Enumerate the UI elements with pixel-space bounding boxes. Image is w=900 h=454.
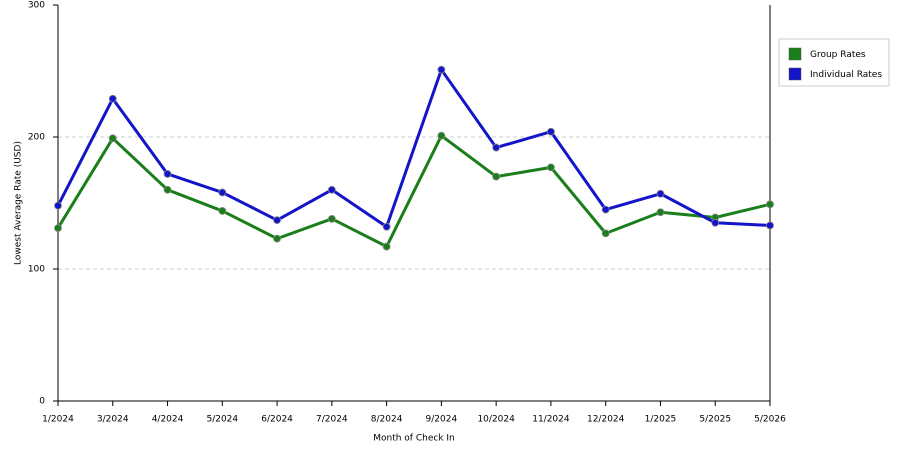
x-tick-label: 1/2024	[42, 415, 74, 425]
data-point	[656, 189, 665, 198]
data-point	[54, 201, 62, 210]
legend-label: Group Rates	[810, 50, 866, 60]
data-point	[766, 221, 774, 230]
data-point	[108, 134, 117, 143]
x-tick-label: 11/2024	[532, 415, 570, 425]
data-point	[382, 242, 391, 251]
x-axis-title: Month of Check In	[373, 434, 455, 444]
y-tick-label: 0	[39, 397, 45, 407]
data-point	[327, 214, 336, 223]
x-tick-label: 6/2024	[261, 415, 293, 425]
x-tick-label: 1/2025	[645, 415, 677, 425]
data-point	[218, 207, 227, 215]
data-point	[218, 188, 227, 197]
data-point	[492, 172, 501, 181]
data-point	[54, 224, 62, 232]
data-point	[327, 185, 336, 194]
x-tick-label: 5/2024	[206, 415, 238, 425]
x-tick-label: 5/2026	[754, 415, 786, 425]
x-tick-label: 12/2024	[587, 415, 625, 425]
data-point	[656, 208, 665, 217]
y-tick-label: 300	[28, 1, 45, 11]
y-tick-label: 100	[28, 265, 45, 275]
y-axis-title: Lowest Average Rate (USD)	[14, 141, 24, 265]
data-point	[273, 216, 281, 225]
data-point	[601, 229, 610, 238]
x-tick-label: 5/2025	[699, 415, 731, 425]
data-point	[163, 170, 172, 178]
legend-swatch	[788, 47, 802, 61]
data-point	[766, 200, 774, 209]
x-tick-label: 10/2024	[477, 415, 515, 425]
data-point	[437, 131, 446, 140]
data-point	[273, 234, 281, 243]
data-point	[492, 143, 501, 152]
legend-label: Individual Rates	[810, 70, 882, 80]
series-line	[56, 68, 771, 229]
x-tick-label: 3/2024	[97, 415, 129, 425]
x-tick-label: 7/2024	[316, 415, 348, 425]
series-line	[56, 134, 771, 249]
legend-swatch	[788, 67, 802, 81]
data-point	[382, 222, 391, 231]
data-point	[601, 205, 610, 214]
x-tick-label: 8/2024	[371, 415, 403, 425]
data-point	[108, 94, 117, 103]
data-point	[711, 218, 720, 227]
data-point	[547, 127, 555, 136]
data-point	[437, 65, 446, 74]
data-point	[163, 185, 172, 194]
y-tick-label: 200	[28, 133, 45, 143]
x-tick-label: 9/2024	[426, 415, 458, 425]
data-point	[547, 163, 555, 172]
x-tick-label: 4/2024	[152, 415, 184, 425]
